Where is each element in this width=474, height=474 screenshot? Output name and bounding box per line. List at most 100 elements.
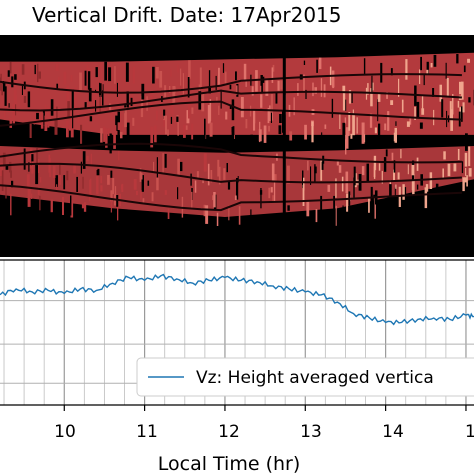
heatmap-streak (38, 71, 41, 79)
heatmap-streak (7, 70, 10, 77)
x-tick-label-15: 1 (465, 422, 474, 442)
legend-box (136, 357, 474, 397)
heatmap-streak (416, 157, 419, 171)
heatmap-streak (277, 80, 280, 91)
heatmap-streak (234, 195, 237, 200)
heatmap-streak (272, 64, 275, 72)
heatmap-streak (335, 205, 337, 226)
heatmap-streak (457, 149, 460, 160)
heatmap-streak (116, 195, 119, 207)
heatmap-streak (229, 104, 232, 109)
heatmap-streak (268, 187, 271, 199)
heatmap-streak (395, 184, 397, 189)
heatmap-streak (99, 95, 101, 113)
heatmap-streak (71, 89, 74, 109)
heatmap-streak (99, 82, 102, 97)
heatmap-streak (227, 181, 231, 190)
heatmap-streak (202, 178, 204, 184)
heatmap-streak (333, 195, 335, 215)
heatmap-streak (251, 86, 254, 96)
heatmap-streak (83, 202, 87, 212)
heatmap-streak (162, 153, 164, 174)
heatmap-streak (150, 126, 154, 148)
heatmap-streak (464, 152, 468, 167)
heatmap-streak (365, 87, 368, 100)
heatmap-streak (348, 112, 351, 131)
heatmap-streak (19, 67, 21, 72)
heatmap-streak (466, 175, 468, 187)
heatmap-streak (84, 70, 87, 86)
heatmap-streak (11, 76, 14, 88)
heatmap-streak (383, 157, 387, 172)
line-panel: Vz: Height averaged vertica (0, 259, 474, 411)
heatmap-streak (3, 81, 5, 90)
heatmap-streak (468, 97, 471, 103)
heatmap-streak (218, 166, 221, 185)
heatmap-streak (126, 91, 129, 108)
heatmap-streak (215, 75, 217, 90)
heatmap-streak (164, 190, 167, 195)
heatmap-streak (336, 161, 339, 166)
heatmap-streak (426, 61, 429, 75)
heatmap-streak (100, 185, 103, 192)
heatmap-streak (66, 88, 70, 106)
heatmap-streak (338, 165, 342, 173)
heatmap-streak (103, 126, 106, 142)
heatmap-streak (23, 148, 26, 170)
heatmap-streak (367, 83, 369, 95)
heatmap-streak (356, 117, 358, 134)
heatmap-streak (287, 205, 290, 211)
heatmap-streak (5, 185, 7, 199)
heatmap-streak (311, 121, 314, 143)
heatmap-streak (27, 91, 31, 108)
heatmap-streak (55, 64, 59, 71)
heatmap-streak (203, 153, 207, 172)
heatmap-streak (108, 67, 112, 82)
heatmap-streak (384, 123, 387, 131)
heatmap-streak (102, 84, 104, 106)
heatmap-streak (35, 164, 39, 185)
heatmap-streak (94, 91, 97, 101)
heatmap-streak (260, 85, 262, 93)
heatmap-streak (352, 109, 354, 130)
heatmap-streak (125, 62, 129, 82)
heatmap-streak (243, 63, 247, 81)
heatmap-streak (203, 204, 206, 217)
heatmap-streak (409, 116, 412, 125)
heatmap-streak (14, 95, 17, 116)
heatmap-streak (56, 83, 59, 89)
heatmap-streak (44, 124, 48, 141)
heatmap-streak (9, 117, 12, 128)
heatmap-streak (31, 193, 33, 199)
heatmap-streak (177, 158, 180, 177)
heatmap-streak (170, 102, 174, 115)
heatmap-streak (275, 93, 278, 104)
heatmap-streak (90, 178, 92, 196)
heatmap-streak (456, 54, 459, 64)
heatmap-streak (141, 175, 144, 192)
heatmap-streak (225, 111, 228, 120)
heatmap-streak (66, 170, 69, 181)
heatmap-streak (260, 75, 263, 93)
heatmap-streak (183, 124, 186, 138)
heatmap-streak (124, 107, 127, 128)
heatmap-streak (393, 169, 395, 182)
heatmap-streak (31, 161, 34, 174)
heatmap-streak (411, 179, 415, 191)
heatmap-streak (110, 170, 113, 178)
heatmap-streak (105, 128, 108, 148)
heatmap-streak (117, 111, 120, 123)
heatmap-streak (90, 153, 92, 167)
heatmap-streak (271, 67, 274, 83)
heatmap-streak (117, 130, 120, 146)
heatmap-streak (269, 105, 271, 121)
heatmap-streak (81, 203, 85, 209)
heatmap-streak (52, 165, 56, 178)
heatmap-panel (0, 35, 474, 257)
heatmap-streak (56, 184, 58, 191)
heatmap-streak (361, 166, 365, 176)
heatmap-streak (267, 108, 270, 124)
heatmap-streak (4, 110, 6, 119)
heatmap-streak (231, 99, 235, 121)
heatmap-streak (319, 57, 322, 70)
